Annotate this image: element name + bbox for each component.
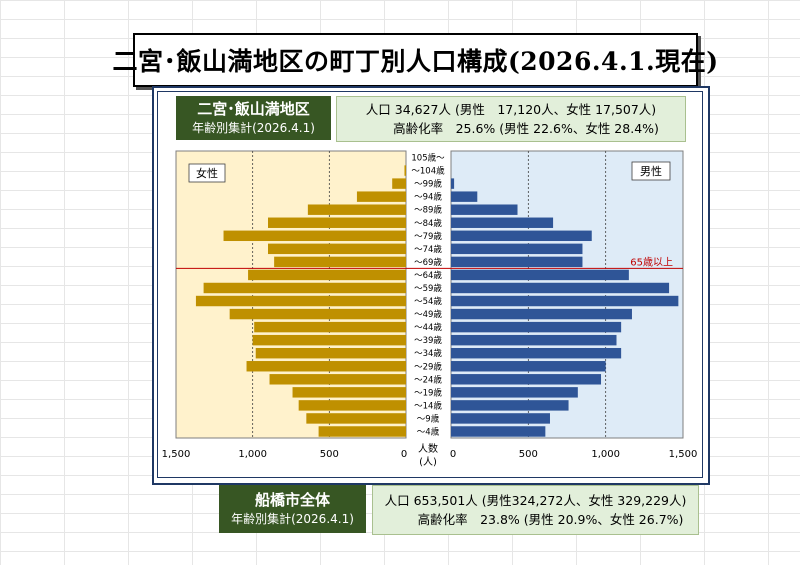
district-subtitle: 年齢別集計(2026.4.1): [192, 121, 315, 135]
age-label: ～99歳: [414, 179, 442, 190]
male-bar: [451, 256, 583, 268]
male-bar: [451, 347, 622, 359]
male-bar: [451, 308, 632, 320]
female-bar: [223, 230, 406, 242]
female-bar: [229, 308, 406, 320]
age-label: ～4歳: [417, 426, 440, 437]
female-bar: [195, 295, 406, 307]
age-label: ～64歳: [414, 270, 442, 281]
district-aging-line: 高齢化率 25.6% (男性 22.6%、女性 28.4%): [393, 121, 659, 136]
female-bar: [246, 361, 406, 372]
x-tick-label: 0: [401, 449, 407, 460]
female-bar: [356, 191, 406, 202]
x-axis-unit-sub-label: (人): [419, 456, 437, 468]
female-bar: [404, 165, 406, 176]
female-bar: [392, 178, 406, 189]
male-bar: [451, 191, 478, 202]
age-label: ～54歳: [414, 296, 442, 307]
male-bar: [451, 413, 550, 424]
x-tick-label: 500: [320, 449, 339, 460]
age-label: ～69歳: [414, 257, 442, 268]
x-tick-label: 1,500: [669, 449, 698, 460]
age-label: ～89歳: [414, 205, 442, 216]
age-label: ～19歳: [414, 387, 442, 398]
city-label: 船橋市全体 年齢別集計(2026.4.1): [219, 485, 366, 533]
female-legend-box: [188, 163, 226, 183]
district-info-box: 人口 34,627人 (男性 17,120人、女性 17,507人) 高齢化率 …: [336, 96, 686, 142]
age-label: ～74歳: [414, 244, 442, 255]
age-label: ～49歳: [414, 309, 442, 320]
female-bar: [268, 243, 406, 255]
x-tick-label: 1,000: [591, 449, 620, 460]
female-bar: [269, 374, 406, 385]
district-population-line: 人口 34,627人 (男性 17,120人、女性 17,507人): [365, 102, 657, 117]
male-legend-box: [631, 161, 671, 181]
page-title: 二宮･飯山満地区の町丁別人口構成(2026.4.1.現在): [112, 33, 718, 87]
male-bar: [451, 178, 455, 189]
city-subtitle: 年齢別集計(2026.4.1): [231, 512, 354, 526]
female-legend-label: 女性: [196, 166, 218, 180]
female-bar: [318, 426, 406, 437]
male-bar: [451, 374, 602, 385]
city-aging-line: 高齢化率 23.8% (男性 20.9%、女性 26.7%): [417, 512, 684, 527]
age-65-marker-label: 65歳以上: [630, 256, 673, 268]
age-label: ～79歳: [414, 231, 442, 242]
male-bar: [451, 321, 622, 333]
male-bar: [451, 217, 554, 228]
male-legend-label: 男性: [640, 164, 662, 178]
female-bar: [274, 256, 406, 268]
city-info-box: 人口 653,501人 (男性324,272人、女性 329,229人) 高齢化…: [372, 485, 699, 535]
female-bar: [298, 400, 406, 411]
female-bar: [254, 321, 406, 333]
age-label: ～34歳: [414, 348, 442, 359]
district-label: 二宮･飯山満地区 年齢別集計(2026.4.1): [176, 96, 331, 140]
female-bar: [252, 334, 406, 346]
female-bar: [248, 269, 406, 281]
female-bar: [307, 204, 406, 215]
male-bar: [451, 334, 617, 346]
male-bar: [451, 361, 606, 372]
age-label: ～104歳: [411, 166, 445, 177]
city-name: 船橋市全体: [254, 491, 330, 509]
age-label: ～59歳: [414, 283, 442, 294]
district-name: 二宮･飯山満地区: [197, 100, 310, 118]
male-bar: [451, 387, 578, 398]
age-label: ～84歳: [414, 218, 442, 229]
female-bar: [268, 217, 406, 228]
age-label: ～44歳: [414, 322, 442, 333]
male-bar: [451, 230, 592, 242]
x-tick-label: 1,000: [238, 449, 267, 460]
x-tick-label: 0: [450, 449, 456, 460]
age-label: ～9歳: [417, 413, 440, 424]
male-bar: [451, 400, 569, 411]
female-bar: [255, 347, 406, 359]
city-population-line: 人口 653,501人 (男性324,272人、女性 329,229人): [384, 493, 687, 508]
male-bar: [451, 269, 629, 281]
male-bar: [451, 282, 670, 294]
age-label: 105歳～: [411, 153, 445, 164]
x-tick-label: 1,500: [162, 449, 191, 460]
population-pyramid-chart: 105歳～ ～104歳 ～99歳 ～94歳 ～89歳 ～84歳 ～79歳 ～74歳 ～69歳 ～6…: [162, 150, 698, 468]
age-label: ～94歳: [414, 192, 442, 203]
female-bar: [306, 413, 406, 424]
female-bar: [292, 387, 406, 398]
age-label: ～39歳: [414, 335, 442, 346]
age-label: ～14歳: [414, 400, 442, 411]
age-label: ～24歳: [414, 374, 442, 385]
male-bar: [451, 204, 518, 215]
male-bar: [451, 426, 546, 437]
female-bar: [203, 282, 406, 294]
x-tick-label: 500: [519, 449, 538, 460]
age-label: ～29歳: [414, 361, 442, 372]
x-axis-unit-label: 人数: [418, 442, 438, 455]
male-bar: [451, 295, 679, 307]
male-bar: [451, 243, 583, 255]
